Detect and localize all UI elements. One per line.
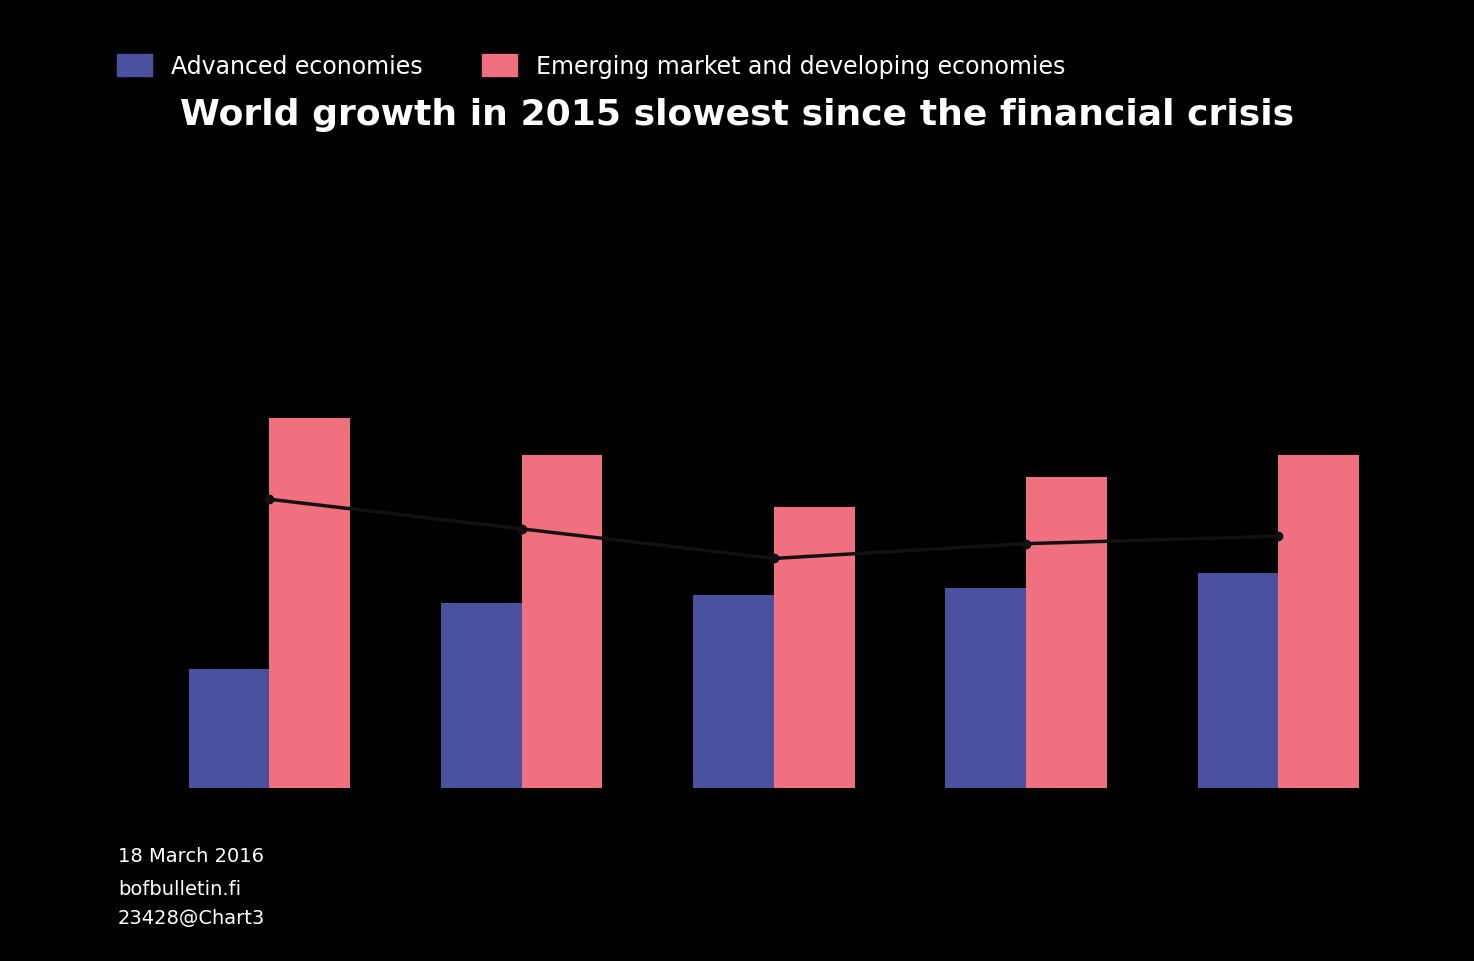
Bar <box>1026 478 1107 788</box>
Bar <box>522 456 603 788</box>
Text: World growth in 2015 slowest since the financial crisis: World growth in 2015 slowest since the f… <box>180 98 1294 133</box>
Legend: Advanced economies, Emerging market and developing economies: Advanced economies, Emerging market and … <box>116 55 1066 79</box>
Bar <box>774 507 855 788</box>
Text: 23428@Chart3: 23428@Chart3 <box>118 908 265 927</box>
Text: bofbulletin.fi: bofbulletin.fi <box>118 879 242 899</box>
Bar <box>189 670 270 788</box>
Bar <box>945 588 1026 788</box>
Bar <box>1198 574 1278 788</box>
Bar <box>1278 456 1359 788</box>
Bar <box>693 596 774 788</box>
Text: 18 March 2016: 18 March 2016 <box>118 846 264 865</box>
Bar <box>441 604 522 788</box>
Bar <box>270 418 349 788</box>
